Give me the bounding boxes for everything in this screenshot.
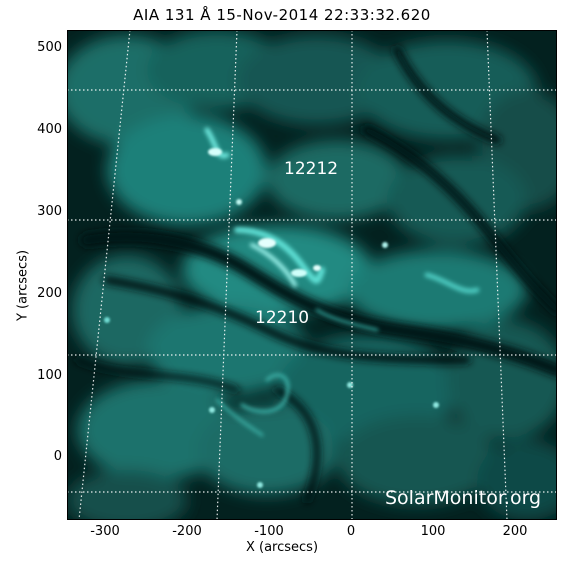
y-tick-400: 400	[37, 122, 62, 137]
x-tick-100: 100	[420, 524, 446, 539]
image-title: AIA 131 Å 15-Nov-2014 22:33:32.620	[133, 6, 431, 24]
watermark: SolarMonitor.org	[385, 487, 542, 509]
coronal-loops	[204, 127, 480, 437]
diffuse-emission	[67, 30, 557, 520]
x-tick-200: 200	[502, 524, 528, 539]
coordinate-grid	[67, 30, 557, 520]
solar-image-panel: 12212 12210 SolarMonitor.org	[67, 30, 557, 520]
y-tick-200: 200	[37, 286, 62, 301]
active-region-label-12212: 12212	[284, 159, 339, 179]
x-tick-0: 0	[346, 524, 356, 539]
solar-image	[67, 30, 557, 520]
x-tick-minus-100: -100	[254, 524, 284, 539]
y-tick-0: 0	[53, 449, 62, 464]
bright-kernels	[104, 148, 439, 488]
x-tick-minus-300: -300	[90, 524, 120, 539]
y-tick-500: 500	[37, 40, 62, 55]
active-region-label-12210: 12210	[255, 308, 310, 328]
x-tick-minus-200: -200	[172, 524, 202, 539]
y-axis-label: Y (arcsecs)	[15, 249, 31, 322]
y-tick-100: 100	[37, 368, 62, 383]
x-axis-label: X (arcsecs)	[245, 540, 319, 555]
y-tick-300: 300	[37, 204, 62, 219]
dark-filaments	[74, 45, 557, 504]
